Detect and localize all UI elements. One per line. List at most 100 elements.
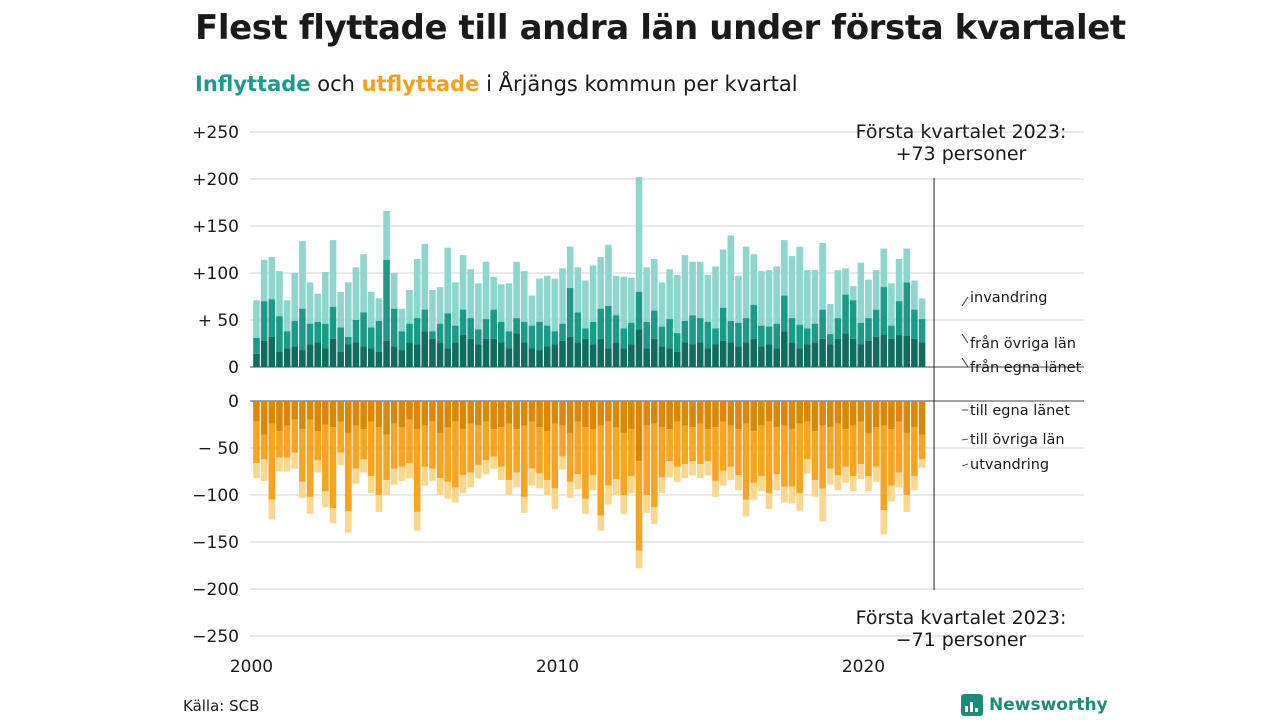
outflow-own-lan-bar <box>872 401 880 428</box>
inflow-other-lan-bar <box>597 308 605 339</box>
outflow-other-lan-bar <box>673 421 681 467</box>
outflow-own-lan-bar <box>666 401 673 430</box>
inflow-other-lan-bar <box>712 328 719 345</box>
outflow-emigration-bar <box>498 466 505 480</box>
outflow-other-lan-bar <box>574 421 582 475</box>
inflow-immigration-bar <box>758 271 765 326</box>
inflow-other-lan-bar <box>329 306 337 339</box>
inflow-own-lan-bar <box>658 346 666 367</box>
inflow-immigration-bar <box>888 283 895 326</box>
outflow-emigration-bar <box>574 474 582 490</box>
outflow-own-lan-bar <box>352 401 360 426</box>
outflow-own-lan-bar <box>895 401 903 422</box>
outflow-other-lan-bar <box>643 425 650 495</box>
outflow-emigration-bar <box>628 476 635 494</box>
inflow-other-lan-bar <box>413 318 421 345</box>
inflow-immigration-bar <box>322 272 329 324</box>
outflow-emigration-bar <box>367 476 375 494</box>
inflow-immigration-bar <box>490 276 497 310</box>
inflow-immigration-bar <box>436 287 444 324</box>
outflow-other-lan-bar <box>658 427 666 478</box>
inflow-immigration-bar <box>735 275 742 323</box>
outflow-emigration-bar <box>299 481 306 498</box>
outflow-other-lan-bar <box>299 429 306 482</box>
inflow-own-lan-bar <box>719 340 727 367</box>
outflow-own-lan-bar <box>865 401 872 433</box>
lower-y-tick-label: −200 <box>192 580 239 600</box>
outflow-own-lan-bar <box>758 401 765 426</box>
outflow-other-lan-bar <box>796 423 803 494</box>
outflow-own-lan-bar <box>849 401 857 426</box>
outflow-own-lan-bar <box>589 401 597 430</box>
inflow-other-lan-bar <box>276 316 283 352</box>
inflow-own-lan-bar <box>459 335 467 367</box>
inflow-own-lan-bar <box>765 344 773 367</box>
outflow-own-lan-bar <box>735 401 742 430</box>
outflow-emigration-bar <box>918 459 926 468</box>
inflow-immigration-bar <box>559 268 566 324</box>
inflow-other-lan-bar <box>505 331 513 349</box>
inflow-immigration-bar <box>643 267 650 322</box>
inflow-own-lan-bar <box>895 335 903 367</box>
inflow-immigration-bar <box>367 291 375 328</box>
outflow-emigration-bar <box>559 456 566 470</box>
inflow-other-lan-bar <box>543 325 551 347</box>
outflow-other-lan-bar <box>306 419 314 497</box>
outflow-other-lan-bar <box>429 421 436 469</box>
outflow-emigration-bar <box>520 496 528 513</box>
upper-y-tick-label: +200 <box>192 170 239 190</box>
outflow-other-lan-bar <box>559 425 566 457</box>
annotation-top-line2: +73 personer <box>896 143 1027 165</box>
inflow-other-lan-bar <box>582 328 589 339</box>
inflow-other-lan-bar <box>834 318 842 339</box>
inflow-immigration-bar <box>337 291 344 328</box>
inflow-own-lan-bar <box>620 348 627 367</box>
inflow-other-lan-bar <box>536 321 543 351</box>
inflow-own-lan-bar <box>520 342 528 367</box>
inflow-other-lan-bar <box>666 319 673 349</box>
outflow-emigration-bar <box>651 507 658 525</box>
outflow-own-lan-bar <box>513 401 520 430</box>
inflow-immigration-bar <box>276 271 283 317</box>
inflow-own-lan-bar <box>566 336 574 367</box>
inflow-other-lan-bar <box>865 318 872 341</box>
inflow-immigration-bar <box>880 248 888 288</box>
outflow-other-lan-bar <box>352 425 360 469</box>
inflow-immigration-bar <box>605 244 612 306</box>
outflow-own-lan-bar <box>413 401 421 430</box>
outflow-own-lan-bar <box>337 401 344 422</box>
annotation-bottom-line1: Första kvartalet 2023: <box>856 607 1067 629</box>
outflow-emigration-bar <box>597 515 605 531</box>
outflow-other-lan-bar <box>421 425 429 467</box>
upper-y-tick-label: 0 <box>228 358 239 378</box>
inflow-other-lan-bar <box>689 315 696 345</box>
outflow-other-lan-bar <box>712 427 719 481</box>
outflow-emigration-bar <box>490 456 497 469</box>
outflow-emigration-bar <box>390 468 398 485</box>
inflow-immigration-bar <box>865 279 872 319</box>
outflow-own-lan-bar <box>543 401 551 432</box>
outflow-own-lan-bar <box>597 401 605 426</box>
subtitle-rest: i Årjängs kommun per kvartal <box>479 72 798 96</box>
inflow-immigration-bar <box>658 282 666 327</box>
outflow-other-lan-bar <box>696 423 704 464</box>
outflow-emigration-bar <box>696 463 704 479</box>
outflow-emigration-bar <box>811 479 819 497</box>
outflow-own-lan-bar <box>406 401 413 420</box>
outflow-emigration-bar <box>582 498 589 514</box>
outflow-emigration-bar <box>268 499 276 520</box>
inflow-other-lan-bar <box>872 309 880 337</box>
inflow-own-lan-bar <box>268 336 276 367</box>
inflow-other-lan-bar <box>398 331 406 351</box>
outflow-own-lan-bar <box>322 401 329 425</box>
outflow-emigration-bar <box>781 486 788 503</box>
outflow-own-lan-bar <box>421 401 429 426</box>
outflow-own-lan-bar <box>918 401 926 435</box>
inflow-other-lan-bar <box>612 315 620 343</box>
inflow-other-lan-bar <box>306 323 314 345</box>
inflow-own-lan-bar <box>612 342 620 367</box>
outflow-emigration-bar <box>857 463 865 480</box>
inflow-other-lan-bar <box>796 324 803 349</box>
outflow-other-lan-bar <box>322 424 329 492</box>
